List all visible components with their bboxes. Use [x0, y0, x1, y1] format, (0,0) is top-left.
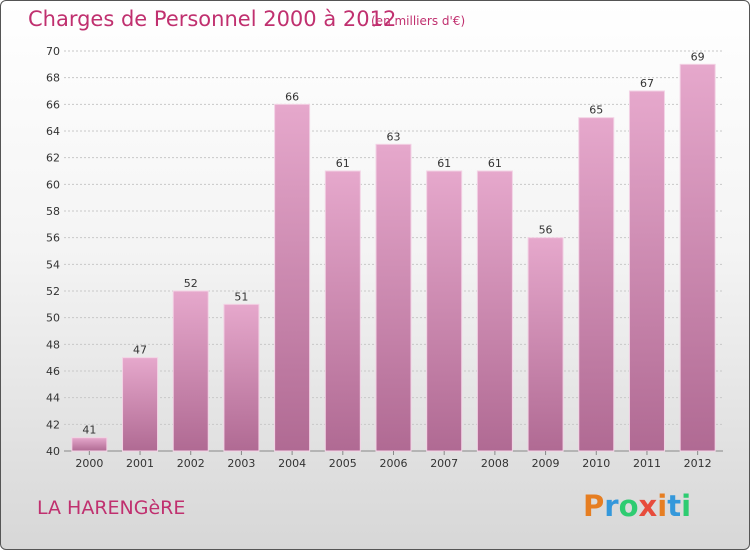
proxiti-logo[interactable]: Proxiti [583, 489, 692, 523]
x-tick-label-2005: 2005 [329, 457, 357, 470]
x-tick-label-2009: 2009 [532, 457, 560, 470]
y-tick-label: 44 [46, 392, 60, 405]
y-tick-label: 50 [46, 312, 60, 325]
data-label-2000: 41 [82, 424, 96, 437]
x-tick-label-2012: 2012 [684, 457, 712, 470]
chart-title: Charges de Personnel 2000 à 2012 [28, 7, 397, 31]
y-tick-label: 64 [46, 125, 60, 138]
y-tick-label: 46 [46, 365, 60, 378]
bar-2001 [122, 357, 159, 452]
data-label-2003: 51 [234, 290, 248, 303]
bar-2004 [274, 103, 311, 452]
x-tick-label-2007: 2007 [430, 457, 458, 470]
x-axis: 2000 2001 2002 2003 2004 2005 2006 2007 2008 2009… [75, 451, 712, 470]
data-label-2009: 56 [539, 224, 553, 237]
data-label-2007: 61 [437, 157, 451, 170]
x-tick-label-2001: 2001 [126, 457, 154, 470]
x-tick-label-2008: 2008 [481, 457, 509, 470]
data-label-2004: 66 [285, 90, 299, 103]
bar-2000 [71, 437, 108, 452]
y-tick-label: 40 [46, 445, 60, 458]
bar-2005 [324, 170, 361, 452]
data-label-2006: 63 [387, 130, 401, 143]
x-tick-label-2004: 2004 [278, 457, 306, 470]
y-tick-label: 60 [46, 178, 60, 191]
y-axis: 40 42 44 46 48 50 52 54 56 58 60 62 64 66 68 70 [46, 45, 60, 458]
bar-2009 [527, 237, 564, 452]
y-tick-label: 56 [46, 232, 60, 245]
y-tick-label: 42 [46, 418, 60, 431]
y-tick-label: 52 [46, 285, 60, 298]
y-tick-label: 66 [46, 98, 60, 111]
x-tick-label-2003: 2003 [227, 457, 255, 470]
bar-2011 [628, 90, 665, 452]
x-tick-label-2011: 2011 [633, 457, 661, 470]
x-tick-label-2002: 2002 [177, 457, 205, 470]
chart-subtitle: (en milliers d'€) [371, 14, 466, 28]
y-tick-label: 54 [46, 258, 60, 271]
x-tick-label-2000: 2000 [75, 457, 103, 470]
data-label-2001: 47 [133, 344, 147, 357]
bar-2007 [426, 170, 463, 452]
commune-name: LA HARENGèRE [37, 497, 186, 519]
bar-2008 [476, 170, 513, 452]
data-label-2002: 52 [184, 277, 198, 290]
data-label-2008: 61 [488, 157, 502, 170]
y-tick-label: 70 [46, 45, 60, 58]
data-label-2011: 67 [640, 77, 654, 90]
y-tick-label: 48 [46, 338, 60, 351]
bars: 41 47 52 51 66 61 63 61 61 56 65 67 69 [71, 50, 716, 452]
y-tick-label: 62 [46, 152, 60, 165]
y-tick-label: 58 [46, 205, 60, 218]
bar-2010 [578, 117, 615, 452]
bar-2002 [172, 290, 209, 452]
data-label-2005: 61 [336, 157, 350, 170]
bar-2003 [223, 303, 260, 452]
x-tick-label-2006: 2006 [380, 457, 408, 470]
bar-2006 [375, 143, 412, 452]
data-label-2012: 69 [691, 50, 705, 63]
bar-2012 [679, 63, 716, 452]
x-tick-label-2010: 2010 [582, 457, 610, 470]
y-tick-label: 68 [46, 72, 60, 85]
data-label-2010: 65 [589, 104, 603, 117]
